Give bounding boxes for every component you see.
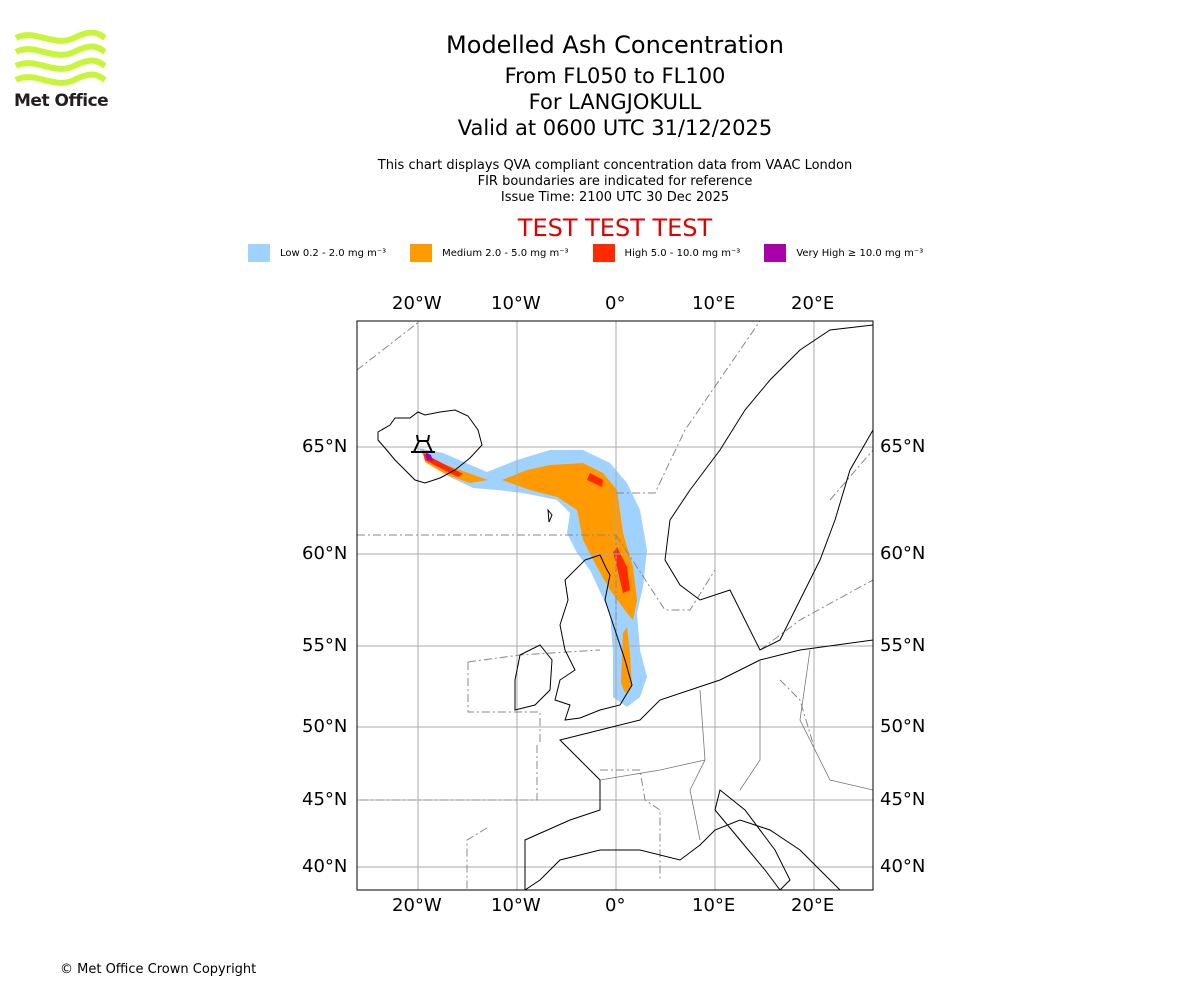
legend-label: Medium 2.0 - 5.0 mg m⁻³ [442,247,569,259]
volcano-name: For LANGJOKULL [528,90,702,114]
lat-label-left: 45°N [302,789,348,810]
lat-label-left: 60°N [302,543,348,564]
lon-label-bottom: 10°W [491,895,541,916]
lon-label-top: 10°W [491,293,541,314]
copyright: © Met Office Crown Copyright [60,962,257,977]
faroe-islands [547,508,553,523]
legend-label: Very High ≥ 10.0 mg m⁻³ [796,247,924,259]
ash-medium-area [502,463,637,620]
ash-high-area [613,547,630,593]
lon-label-bottom: 10°E [692,895,736,916]
lon-label-top: 0° [605,293,626,314]
map-frame [356,320,874,891]
scandinavia-coast [664,324,873,651]
great-britain-coast [554,554,633,721]
legend-label: High 5.0 - 10.0 mg m⁻³ [624,247,741,259]
lat-label-right: 50°N [880,716,926,737]
chart-title: Modelled Ash Concentration [446,31,784,59]
lat-label-left: 50°N [302,716,348,737]
lat-label-right: 40°N [880,856,926,877]
legend-item-high: High 5.0 - 10.0 mg m⁻³ [592,244,741,262]
lat-label-right: 45°N [880,789,926,810]
valid-time: Valid at 0600 UTC 31/12/2025 [457,116,773,140]
lon-label-bottom: 20°W [392,895,442,916]
lat-label-right: 60°N [880,543,926,564]
legend-label: Low 0.2 - 2.0 mg m⁻³ [280,247,387,259]
legend-swatch [410,244,433,262]
country-borders [599,649,873,841]
fir-note: FIR boundaries are indicated for referen… [477,174,753,189]
lat-label-right: 65°N [880,436,926,457]
lat-label-left: 55°N [302,635,348,656]
legend-item-very-high: Very High ≥ 10.0 mg m⁻³ [764,244,923,262]
flight-level-range: From FL050 to FL100 [504,64,726,88]
legend-swatch [248,244,270,262]
lon-label-bottom: 20°E [791,895,835,916]
coastlines [377,324,873,890]
legend: Low 0.2 - 2.0 mg m⁻³ Medium 2.0 - 5.0 mg… [248,244,947,262]
ireland-coast [514,644,553,711]
met-office-logo-icon [14,30,106,86]
lon-label-top: 20°E [791,293,835,314]
lat-label-left: 40°N [302,856,348,877]
lon-label-bottom: 0° [605,895,626,916]
legend-item-low: Low 0.2 - 2.0 mg m⁻³ [248,244,386,262]
legend-item-medium: Medium 2.0 - 5.0 mg m⁻³ [410,244,569,262]
fir-boundaries [357,321,873,890]
legend-swatch [764,244,787,262]
europe-coast [524,639,873,890]
legend-swatch [592,244,615,262]
italy-coast [714,789,791,890]
description-line: This chart displays QVA compliant concen… [377,158,853,173]
issue-time: Issue Time: 2100 UTC 30 Dec 2025 [500,190,730,205]
lat-label-left: 65°N [302,436,348,457]
ash-medium-area [422,448,488,483]
lon-label-top: 20°W [392,293,442,314]
met-office-logo-text: Met Office [14,91,109,111]
ash-high-area [587,473,603,487]
graticule [357,321,873,890]
iceland-coast [377,409,483,484]
test-banner: TEST TEST TEST [517,214,713,242]
volcano-icon [411,434,435,453]
ash-very-high-area [425,452,433,461]
lat-label-right: 55°N [880,635,926,656]
lon-label-top: 10°E [692,293,736,314]
